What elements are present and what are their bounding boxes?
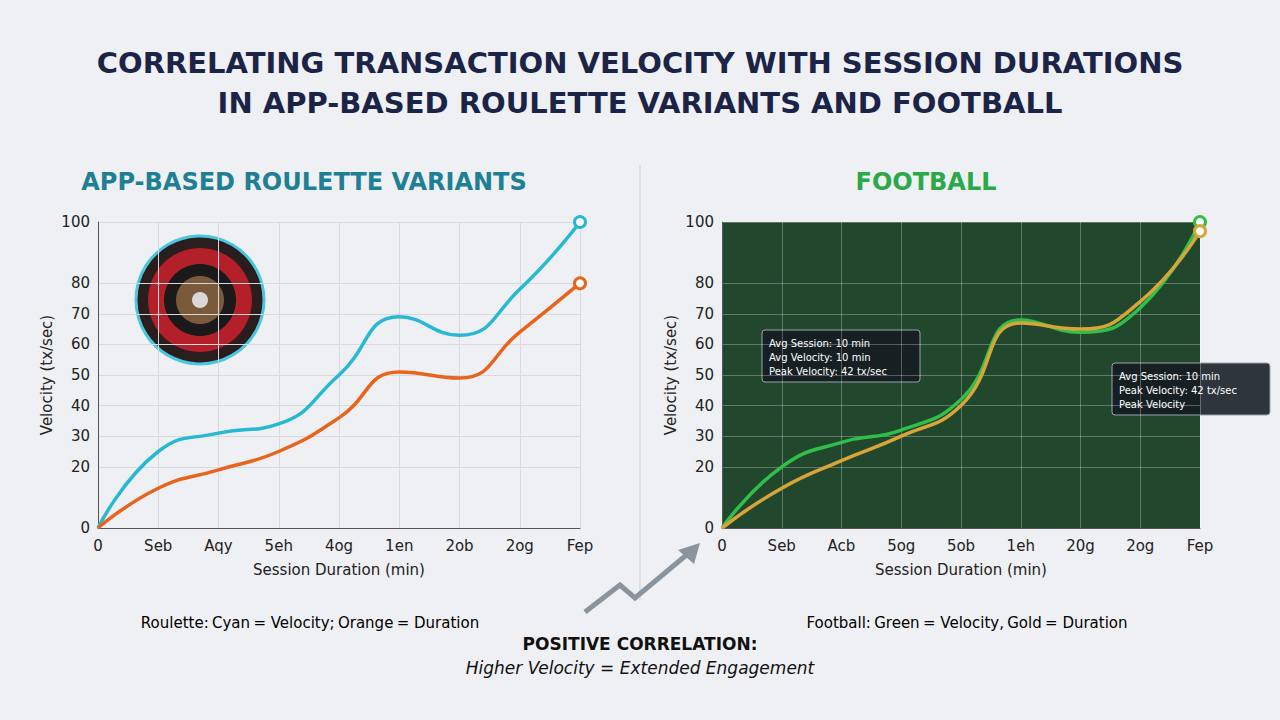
svg-text:2ob: 2ob: [445, 537, 473, 555]
svg-text:Cyan: Cyan: [212, 614, 250, 632]
svg-text:Seb: Seb: [768, 537, 796, 555]
svg-text:Seb: Seb: [144, 537, 172, 555]
svg-text:0: 0: [93, 537, 103, 555]
svg-text:Higher Velocity = Extended Eng: Higher Velocity = Extended Engagement: [466, 658, 816, 678]
svg-text:Green: Green: [874, 614, 919, 632]
svg-text:70: 70: [71, 305, 90, 323]
svg-text:2og: 2og: [1126, 537, 1154, 555]
svg-text:FOOTBALL: FOOTBALL: [855, 168, 996, 196]
svg-text:CORRELATING TRANSACTION VELOCI: CORRELATING TRANSACTION VELOCITY WITH SE…: [97, 46, 1184, 80]
svg-text:1eh: 1eh: [1007, 537, 1035, 555]
svg-text:Orange: Orange: [338, 614, 393, 632]
svg-text:Velocity (tx/sec): Velocity (tx/sec): [662, 315, 680, 435]
svg-text:Football:: Football:: [806, 614, 870, 632]
svg-text:Peak Velocity: Peak Velocity: [1119, 399, 1185, 410]
svg-text:60: 60: [695, 335, 714, 353]
svg-text:Session Duration (min): Session Duration (min): [253, 561, 425, 579]
svg-text:50: 50: [695, 366, 714, 384]
svg-text:20g: 20g: [1066, 537, 1095, 555]
svg-text:Fep: Fep: [1187, 537, 1214, 555]
svg-text:0: 0: [704, 519, 714, 537]
svg-text:2og: 2og: [506, 537, 534, 555]
svg-text:Aqy: Aqy: [204, 537, 233, 555]
svg-text:40: 40: [71, 397, 90, 415]
svg-text:= Duration: = Duration: [397, 614, 480, 632]
svg-text:= Velocity,: = Velocity,: [923, 614, 1004, 632]
svg-text:0: 0: [717, 537, 727, 555]
svg-text:Avg Session: 10 min: Avg Session: 10 min: [769, 338, 870, 349]
svg-text:4og: 4og: [325, 537, 353, 555]
svg-text:30: 30: [71, 427, 90, 445]
svg-text:Peak Velocity: 42 tx/sec: Peak Velocity: 42 tx/sec: [1119, 385, 1237, 396]
svg-text:100: 100: [61, 213, 90, 231]
svg-text:5eh: 5eh: [265, 537, 293, 555]
svg-text:70: 70: [695, 305, 714, 323]
svg-text:Velocity (tx/sec): Velocity (tx/sec): [38, 315, 56, 435]
svg-text:20: 20: [695, 458, 714, 476]
svg-text:Acb: Acb: [828, 537, 856, 555]
svg-text:0: 0: [80, 519, 90, 537]
svg-text:Roulette:: Roulette:: [141, 614, 209, 632]
svg-text:50: 50: [71, 366, 90, 384]
svg-text:40: 40: [695, 397, 714, 415]
svg-text:1en: 1en: [385, 537, 413, 555]
svg-text:= Duration: = Duration: [1045, 614, 1128, 632]
svg-text:60: 60: [71, 335, 90, 353]
svg-text:30: 30: [695, 427, 714, 445]
svg-text:Peak Velocity: 42 tx/sec: Peak Velocity: 42 tx/sec: [769, 366, 887, 377]
svg-text:80: 80: [71, 274, 90, 292]
svg-text:100: 100: [685, 213, 714, 231]
svg-text:20: 20: [71, 458, 90, 476]
svg-text:IN APP-BASED ROULETTE VARIANTS: IN APP-BASED ROULETTE VARIANTS AND FOOTB…: [218, 86, 1063, 120]
svg-text:POSITIVE CORRELATION:: POSITIVE CORRELATION:: [523, 634, 758, 654]
svg-text:= Velocity;: = Velocity;: [253, 614, 334, 632]
svg-text:Avg Session: 10 min: Avg Session: 10 min: [1119, 370, 1221, 382]
svg-text:Session Duration (min): Session Duration (min): [875, 561, 1047, 579]
svg-text:5ob: 5ob: [947, 537, 975, 555]
svg-text:80: 80: [695, 274, 714, 292]
svg-text:Gold: Gold: [1007, 614, 1042, 632]
svg-text:APP-BASED ROULETTE VARIANTS: APP-BASED ROULETTE VARIANTS: [81, 168, 526, 196]
svg-text:Fep: Fep: [567, 537, 594, 555]
svg-text:5og: 5og: [887, 537, 915, 555]
svg-text:Avg Velocity: 10 min: Avg Velocity: 10 min: [769, 352, 871, 363]
